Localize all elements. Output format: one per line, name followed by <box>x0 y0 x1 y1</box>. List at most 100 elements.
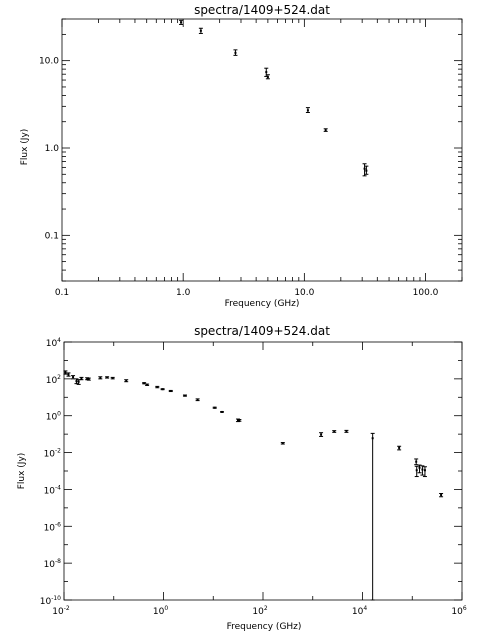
point-marker <box>440 493 443 496</box>
point-marker <box>363 167 366 170</box>
bottom-data-point <box>414 465 419 478</box>
point-marker <box>111 377 114 380</box>
point-marker <box>265 71 268 74</box>
point-marker <box>423 469 426 472</box>
bottom-data-point <box>155 385 160 389</box>
top-x-tick-label: 100.0 <box>413 288 439 298</box>
point-marker <box>421 468 424 471</box>
point-marker <box>306 109 309 112</box>
top-plot-frame <box>61 18 463 282</box>
bottom-x-axis-label: Frequency (GHz) <box>227 622 302 632</box>
bottom-data-point <box>74 378 79 385</box>
bottom-x-tick-label: 10-2 <box>52 605 70 617</box>
point-marker <box>199 29 202 32</box>
point-marker <box>77 380 80 383</box>
bottom-y-tick-label: 10-10 <box>40 595 61 607</box>
top-y-axis-label: Flux (Jy) <box>20 129 30 166</box>
top-data-point <box>179 19 184 25</box>
bottom-data-point <box>71 375 76 380</box>
bottom-data-point <box>86 377 91 381</box>
point-marker <box>415 469 418 472</box>
point-marker <box>67 373 70 376</box>
bottom-data-point <box>160 388 165 391</box>
bottom-data-point <box>145 383 150 386</box>
bottom-data-point <box>414 458 419 466</box>
top-x-tick-label: 1.0 <box>176 288 191 298</box>
bottom-data-point <box>79 376 84 381</box>
point-marker <box>371 437 374 440</box>
point-marker <box>238 419 241 422</box>
point-marker <box>87 378 90 381</box>
point-marker <box>345 430 348 433</box>
point-marker <box>365 169 368 172</box>
bottom-data-point <box>212 406 217 409</box>
bottom-data-point <box>182 394 187 397</box>
bottom-x-tick-label: 100 <box>153 605 168 617</box>
point-marker <box>64 371 67 374</box>
bottom-data-point <box>420 465 425 476</box>
bottom-chart-panel: spectra/1409+524.dat Frequency (GHz) Flu… <box>17 324 467 632</box>
point-marker <box>72 376 75 379</box>
bottom-data-point <box>98 376 103 380</box>
bottom-data-point <box>237 419 242 422</box>
bottom-y-axis-label: Flux (Jy) <box>17 453 27 490</box>
top-chart-title: spectra/1409+524.dat <box>194 3 330 17</box>
bottom-y-tick-label: 102 <box>46 374 61 386</box>
bottom-data-point <box>66 372 71 377</box>
top-x-tick-label: 10.0 <box>294 288 314 298</box>
top-chart-panel: spectra/1409+524.dat Frequency (GHz) Flu… <box>20 3 463 309</box>
bottom-data-point <box>63 370 68 375</box>
point-marker <box>106 376 109 379</box>
point-marker <box>146 383 149 386</box>
top-y-tick-label: 10.0 <box>39 57 59 67</box>
point-marker <box>183 394 186 397</box>
point-marker <box>180 21 183 24</box>
point-marker <box>213 406 216 409</box>
bottom-data-point <box>105 376 110 379</box>
bottom-chart-title: spectra/1409+524.dat <box>194 324 330 338</box>
bottom-y-tick-label: 10-2 <box>44 448 62 460</box>
bottom-data-point <box>332 430 337 433</box>
bottom-data-point <box>439 493 444 498</box>
top-data-point <box>323 128 328 132</box>
point-marker <box>415 460 418 463</box>
bottom-data-point <box>319 432 324 437</box>
bottom-data-point <box>370 432 375 601</box>
point-marker <box>80 377 83 380</box>
top-data-point <box>265 74 270 80</box>
top-data-point <box>198 27 203 34</box>
bottom-y-tick-label: 104 <box>46 337 61 349</box>
bottom-data-point <box>422 466 427 478</box>
point-marker <box>281 442 284 445</box>
bottom-plot-frame <box>63 341 463 601</box>
point-marker <box>99 376 102 379</box>
point-marker <box>333 430 336 433</box>
point-marker <box>320 433 323 436</box>
top-y-tick-label: 1.0 <box>45 144 60 154</box>
point-marker <box>86 377 89 380</box>
bottom-data-point <box>397 445 402 451</box>
point-marker <box>161 388 164 391</box>
point-marker <box>156 386 159 389</box>
top-data-point <box>305 107 310 113</box>
top-data-point <box>233 49 238 56</box>
bottom-data-point <box>168 389 173 393</box>
top-data-point <box>364 165 369 175</box>
bottom-data-point <box>280 442 285 445</box>
bottom-y-tick-label: 100 <box>46 411 61 423</box>
top-x-axis-label: Frequency (GHz) <box>225 299 300 309</box>
bottom-y-tick-label: 10-8 <box>44 558 62 570</box>
point-marker <box>169 389 172 392</box>
point-marker <box>236 419 239 422</box>
point-marker <box>234 51 237 54</box>
point-marker <box>221 410 224 413</box>
bottom-data-point <box>344 429 349 433</box>
point-marker <box>324 129 327 132</box>
bottom-y-tick-label: 10-6 <box>44 521 62 533</box>
bottom-x-tick-label: 104 <box>352 605 367 617</box>
point-marker <box>418 466 421 469</box>
top-y-tick-label: 0.1 <box>45 231 59 241</box>
point-marker <box>266 76 269 79</box>
bottom-data-point <box>124 379 129 383</box>
